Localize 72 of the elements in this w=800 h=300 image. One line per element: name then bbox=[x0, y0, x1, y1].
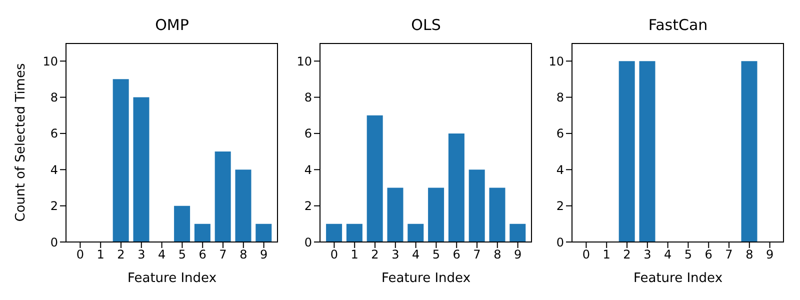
x-tick-label: 8 bbox=[240, 248, 248, 262]
x-tick-label: 0 bbox=[76, 248, 84, 262]
x-axis-title: Feature Index bbox=[127, 271, 217, 286]
y-tick-label: 4 bbox=[304, 162, 312, 177]
bar bbox=[510, 224, 526, 242]
x-tick-label: 4 bbox=[412, 248, 420, 262]
x-tick-label: 5 bbox=[432, 248, 440, 262]
x-axis-title: Feature Index bbox=[381, 271, 471, 286]
bar bbox=[468, 170, 485, 242]
bar bbox=[428, 188, 444, 242]
bar bbox=[387, 188, 404, 242]
bar bbox=[194, 224, 210, 242]
x-tick-label: 4 bbox=[158, 248, 166, 262]
y-tick-label: 0 bbox=[50, 235, 58, 250]
x-tick-label: 3 bbox=[392, 248, 400, 262]
x-tick-label: 7 bbox=[473, 248, 481, 262]
x-tick-label: 0 bbox=[330, 248, 338, 262]
y-tick-label: 8 bbox=[50, 90, 58, 105]
x-tick-label: 4 bbox=[664, 248, 672, 262]
y-axis-title: Count of Selected Times bbox=[14, 63, 29, 222]
bar bbox=[256, 224, 272, 242]
y-tick-label: 4 bbox=[50, 162, 58, 177]
y-tick-label: 6 bbox=[556, 126, 564, 141]
x-tick-label: 5 bbox=[684, 248, 692, 262]
x-tick-label: 1 bbox=[350, 248, 358, 262]
x-tick-label: 6 bbox=[452, 248, 460, 262]
y-tick-label: 8 bbox=[556, 90, 564, 105]
x-tick-label: 2 bbox=[371, 248, 379, 262]
x-tick-label: 8 bbox=[494, 248, 502, 262]
y-tick-label: 2 bbox=[556, 199, 564, 214]
chart-title: OLS bbox=[410, 16, 442, 34]
y-tick-label: 6 bbox=[50, 126, 58, 141]
y-tick-label: 10 bbox=[42, 54, 58, 68]
x-tick-label: 3 bbox=[138, 248, 146, 262]
y-tick-label: 2 bbox=[50, 199, 58, 214]
x-tick-label: 9 bbox=[260, 248, 268, 262]
chart-title: OMP bbox=[154, 16, 190, 34]
y-tick-label: 0 bbox=[304, 235, 312, 250]
chart-title: FastCan bbox=[647, 16, 709, 34]
bar bbox=[174, 206, 190, 242]
y-tick-label: 8 bbox=[304, 90, 312, 105]
bar bbox=[133, 97, 150, 242]
bar bbox=[326, 224, 342, 242]
x-tick-label: 9 bbox=[514, 248, 522, 262]
x-tick-label: 9 bbox=[766, 248, 774, 262]
y-tick-label: 2 bbox=[304, 199, 312, 214]
y-tick-label: 0 bbox=[556, 235, 564, 250]
bar bbox=[489, 188, 506, 242]
bar bbox=[448, 133, 464, 242]
y-tick-label: 6 bbox=[304, 126, 312, 141]
y-tick-label: 10 bbox=[296, 54, 312, 68]
x-tick-label: 2 bbox=[623, 248, 631, 262]
x-tick-label: 3 bbox=[644, 248, 652, 262]
x-tick-label: 8 bbox=[746, 248, 754, 262]
bar bbox=[346, 224, 362, 242]
x-tick-label: 1 bbox=[96, 248, 104, 262]
y-tick-label: 4 bbox=[556, 162, 564, 177]
bar bbox=[408, 224, 424, 242]
x-tick-label: 0 bbox=[582, 248, 590, 262]
x-tick-label: 7 bbox=[725, 248, 733, 262]
bar bbox=[112, 79, 129, 242]
x-tick-label: 7 bbox=[219, 248, 227, 262]
y-tick-label: 10 bbox=[548, 54, 564, 68]
x-tick-label: 6 bbox=[704, 248, 712, 262]
x-tick-label: 6 bbox=[198, 248, 206, 262]
x-tick-label: 5 bbox=[178, 248, 186, 262]
bar bbox=[235, 170, 252, 242]
x-tick-label: 2 bbox=[117, 248, 125, 262]
bar bbox=[366, 115, 383, 242]
x-axis-title: Feature Index bbox=[633, 271, 723, 286]
x-tick-label: 1 bbox=[602, 248, 610, 262]
bar bbox=[214, 152, 231, 242]
